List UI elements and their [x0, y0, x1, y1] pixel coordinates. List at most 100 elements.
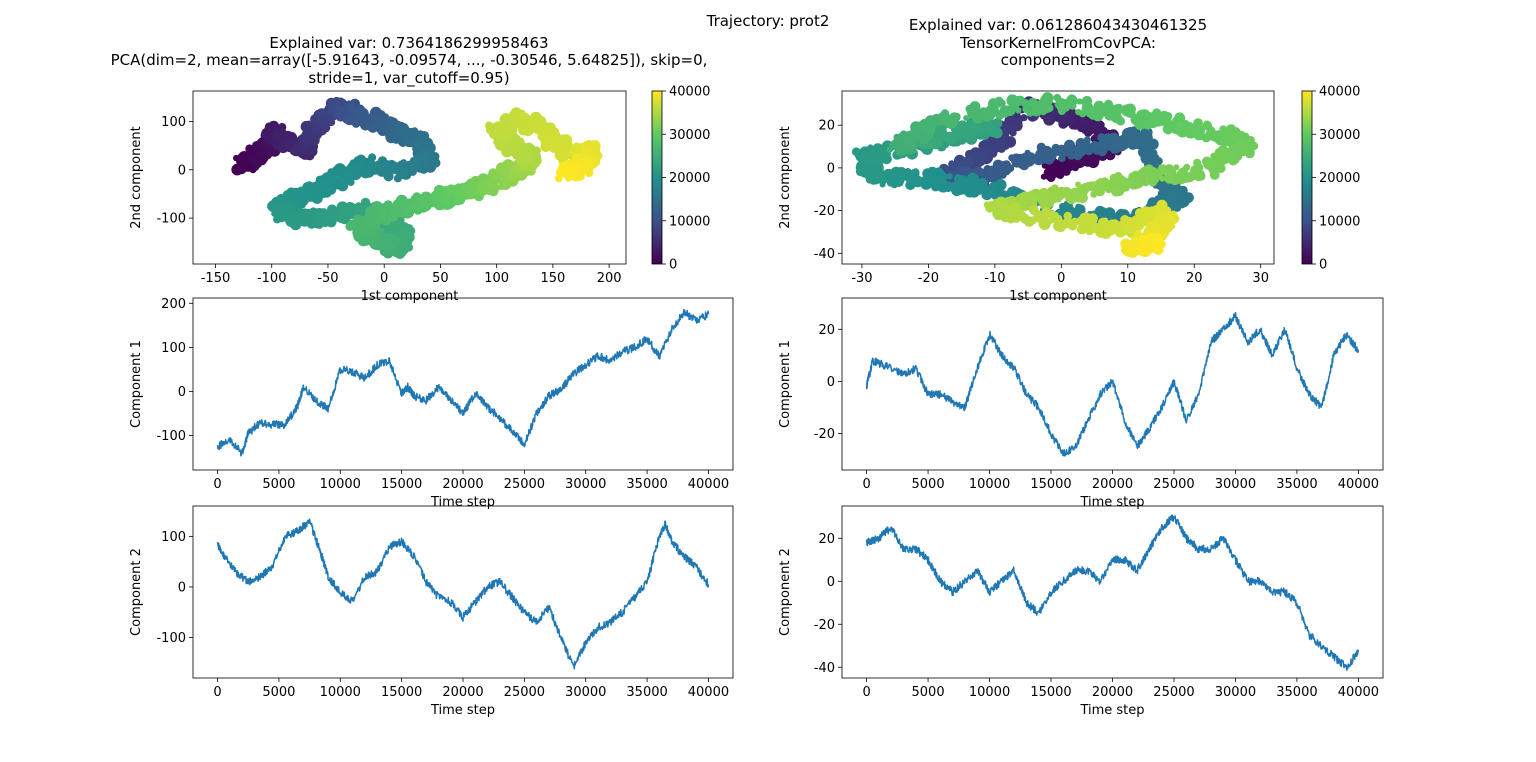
y-tick-label: 20	[818, 532, 835, 547]
scatter-point	[886, 146, 893, 153]
scatter-point	[584, 168, 594, 178]
scatter-point	[855, 164, 862, 171]
scatter-point	[1017, 211, 1027, 221]
scatter-point	[347, 104, 355, 113]
scatter-point	[1081, 99, 1089, 107]
scatter-point	[374, 239, 385, 250]
colorbar-tick-label: 20000	[669, 171, 710, 186]
series-line	[216, 518, 710, 670]
scatter-point	[922, 168, 933, 179]
y-axis-label: 2nd component	[129, 126, 144, 228]
scatter-point	[1075, 203, 1082, 210]
y-tick-label: 0	[827, 375, 835, 390]
scatter-point	[293, 190, 302, 199]
y-tick-label: 0	[827, 161, 835, 176]
x-tick-label: 35000	[626, 477, 667, 492]
scatter-point	[1116, 137, 1125, 146]
scatter-point	[1159, 175, 1166, 182]
scatter-point	[1209, 170, 1220, 180]
figure-title: Trajectory: prot2	[706, 12, 830, 30]
scatter-point	[994, 96, 1004, 106]
scatter-point	[1064, 139, 1075, 151]
scatter-point	[1205, 129, 1217, 141]
x-tick-label: 5000	[262, 685, 295, 700]
y-axis-label: Component 2	[129, 548, 144, 636]
scatter-point	[1075, 181, 1082, 188]
scatter-point	[1193, 118, 1203, 128]
panel-1: -150 -100 -50 0 50 100 150 200 -100 0 100 1st compo…	[111, 34, 711, 304]
scatter-point	[903, 135, 914, 145]
plot-area	[865, 514, 1360, 671]
x-tick-label: -20	[918, 271, 939, 286]
scatter-point	[1036, 142, 1046, 152]
y-tick-label: -20	[814, 618, 835, 633]
x-axis-label: Time step	[1079, 495, 1144, 510]
scatter-point	[1173, 164, 1180, 171]
x-tick-label: 25000	[1153, 477, 1194, 492]
y-tick-label: -100	[156, 429, 186, 444]
scatter-point	[898, 139, 906, 147]
scatter-point	[1237, 145, 1249, 157]
y-tick-label: -100	[156, 212, 186, 227]
scatter-point	[1109, 173, 1120, 184]
x-tick-label: 15000	[381, 477, 422, 492]
scatter-point	[341, 212, 349, 221]
y-tick-label: -20	[814, 427, 835, 442]
scatter-point	[1182, 165, 1189, 172]
y-axis-label: Component 2	[778, 548, 793, 636]
scatter-point	[1163, 215, 1172, 223]
scatter-point	[391, 208, 399, 216]
axes-frame	[192, 297, 734, 471]
scatter-point	[288, 214, 297, 223]
x-tick-label: 10000	[320, 685, 361, 700]
scatter-point	[858, 162, 870, 174]
x-tick-label: 20	[1186, 271, 1203, 286]
scatter-point	[966, 172, 979, 185]
scatter-point	[351, 119, 361, 128]
scatter-point	[488, 182, 496, 190]
scatter-point	[1043, 96, 1053, 106]
panel-2: -30 -20 -10 0 10 20 30 -40 -20 0 20 1st component 2n…	[778, 16, 1360, 304]
colorbar-tick-label: 10000	[669, 214, 710, 229]
y-tick-label: 100	[161, 115, 186, 130]
plot-area	[851, 92, 1259, 258]
x-tick-label: 40000	[688, 477, 729, 492]
x-tick-label: 0	[862, 477, 870, 492]
x-tick-label: 0	[862, 685, 870, 700]
colorbar-tick-label: 30000	[1319, 128, 1360, 143]
scatter-point	[1146, 245, 1155, 254]
x-tick-label: 10000	[969, 477, 1010, 492]
scatter-point	[1011, 120, 1023, 132]
scatter-point	[1015, 107, 1022, 114]
colorbar-tick-label: 40000	[669, 85, 710, 100]
scatter-point	[1193, 127, 1204, 139]
scatter-point	[985, 124, 997, 135]
scatter-point	[1039, 200, 1049, 210]
scatter-point	[429, 154, 439, 164]
scatter-point	[1183, 192, 1194, 203]
scatter-point	[1110, 219, 1119, 228]
scatter-point	[1006, 164, 1015, 173]
panel-6: 0 5000 10000 15000 20000 25000 30000 35000 40000…	[778, 505, 1384, 718]
scatter-point	[557, 142, 564, 149]
colorbar-tick-label: 30000	[669, 128, 710, 143]
scatter-point	[992, 118, 1003, 129]
y-axis-label: Component 1	[129, 340, 144, 428]
axes-frame	[841, 505, 1384, 679]
scatter-point	[1035, 148, 1047, 160]
scatter-point	[247, 153, 258, 164]
scatter-point	[368, 212, 375, 219]
scatter-point	[1063, 212, 1073, 221]
plot-area	[216, 308, 710, 457]
plot-area	[216, 518, 710, 670]
x-tick-label: 25000	[504, 477, 545, 492]
panel-3: 0 5000 10000 15000 20000 25000 30000 35000 40000…	[129, 297, 734, 510]
scatter-point	[439, 193, 452, 205]
scatter-point	[1072, 144, 1080, 152]
x-tick-label: 25000	[1153, 685, 1194, 700]
x-axis-label: Time step	[430, 495, 495, 510]
scatter-point	[492, 129, 501, 138]
x-tick-label: 0	[380, 271, 388, 286]
scatter-point	[1141, 214, 1152, 224]
